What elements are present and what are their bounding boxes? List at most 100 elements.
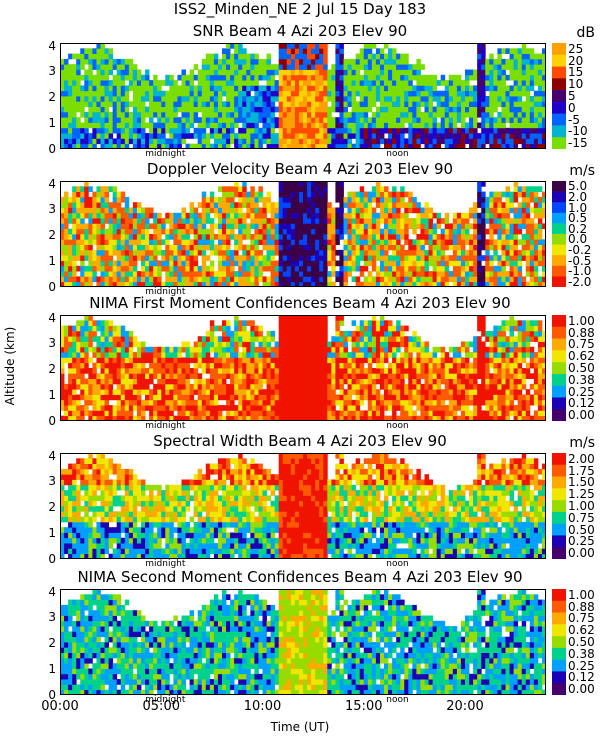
heatmap-cell	[222, 265, 227, 272]
heatmap-cell	[145, 207, 150, 214]
heatmap-cell	[371, 276, 377, 283]
heatmap-cell	[197, 415, 203, 421]
heatmap-cell	[517, 106, 523, 113]
heatmap-cell	[294, 74, 300, 81]
heatmap-cell	[189, 271, 195, 277]
heatmap-cell	[234, 64, 239, 70]
heatmap-cell	[513, 122, 519, 129]
heatmap-cell	[408, 239, 413, 245]
heatmap-cell	[226, 389, 231, 395]
colorbar-swatch	[552, 101, 566, 114]
heatmap-cell	[331, 117, 336, 123]
heatmap-cell	[197, 85, 203, 92]
heatmap-cell	[205, 80, 211, 86]
heatmap-cell	[278, 43, 284, 49]
heatmap-cell	[290, 276, 296, 283]
heatmap-cell	[217, 389, 223, 395]
heatmap-cell	[412, 249, 417, 256]
heatmap-cell	[460, 96, 466, 102]
heatmap-cell	[205, 234, 211, 240]
heatmap-cell	[404, 117, 409, 123]
heatmap-cell	[132, 336, 138, 342]
heatmap-cell	[465, 69, 470, 76]
heatmap-cell	[64, 106, 69, 113]
heatmap-cell	[351, 239, 357, 245]
heatmap-cell	[477, 143, 482, 149]
heatmap-cell	[246, 362, 251, 369]
heatmap-cell	[278, 143, 284, 149]
heatmap-cell	[505, 90, 510, 97]
heatmap-cell	[64, 127, 69, 134]
heatmap-cell	[230, 101, 235, 107]
panel-title: Doppler Velocity Beam 4 Azi 203 Elev 90	[146, 160, 454, 178]
heatmap-cell	[149, 255, 154, 261]
heatmap-cell	[339, 276, 344, 283]
heatmap-cell	[327, 249, 332, 256]
colorbar-swatch	[552, 255, 566, 267]
heatmap-cell	[88, 48, 93, 54]
heatmap-cell	[521, 117, 527, 123]
heatmap-cell	[217, 234, 223, 240]
heatmap-cell	[112, 96, 118, 102]
heatmap-cell	[108, 69, 114, 76]
heatmap-cell	[132, 265, 138, 272]
heatmap-cell	[331, 234, 336, 240]
heatmap-cell	[319, 271, 324, 277]
heatmap-cell	[331, 90, 336, 97]
heatmap-cell	[209, 405, 215, 411]
heatmap-cell	[80, 74, 85, 81]
heatmap-cell	[181, 389, 186, 395]
heatmap-cell	[436, 96, 442, 102]
heatmap-cell	[339, 191, 344, 198]
heatmap-cell	[533, 90, 539, 97]
heatmap-cell	[375, 212, 381, 219]
heatmap-cell	[529, 96, 535, 102]
heatmap-cell	[416, 58, 421, 65]
heatmap-cell	[384, 239, 389, 245]
heatmap-cell	[209, 96, 215, 102]
heatmap-cell	[238, 362, 243, 369]
heatmap-cell	[157, 244, 162, 251]
heatmap-cell	[294, 234, 300, 240]
heatmap-cell	[323, 234, 328, 240]
heatmap-cell	[100, 352, 105, 358]
heatmap-cell	[185, 244, 190, 251]
heatmap-cell	[493, 74, 498, 81]
heatmap-cell	[303, 111, 308, 118]
heatmap-cell	[173, 234, 178, 240]
heatmap-cell	[278, 191, 284, 198]
heatmap-cell	[311, 58, 316, 65]
heatmap-cell	[323, 281, 328, 287]
heatmap-cell	[197, 341, 203, 348]
heatmap-cell	[307, 255, 312, 261]
heatmap-cell	[92, 352, 97, 358]
heatmap-cell	[92, 133, 97, 139]
heatmap-cell	[331, 207, 336, 214]
heatmap-cell	[307, 90, 312, 97]
heatmap-cell	[84, 336, 89, 342]
heatmap-cell	[230, 85, 235, 92]
heatmap-cell	[68, 234, 73, 240]
heatmap-cell	[270, 202, 276, 208]
heatmap-cell	[250, 325, 255, 332]
heatmap-cell	[303, 181, 308, 187]
heatmap-cell	[266, 394, 271, 401]
heatmap-cell	[185, 271, 190, 277]
heatmap-cell	[92, 336, 97, 342]
heatmap-cell	[521, 101, 527, 107]
heatmap-cell	[436, 106, 442, 113]
heatmap-cell	[72, 383, 77, 390]
heatmap-cell	[533, 255, 539, 261]
heatmap-cell	[294, 315, 300, 321]
heatmap-cell	[76, 223, 81, 230]
heatmap-cell	[481, 239, 486, 245]
heatmap-cell	[262, 373, 267, 379]
heatmap-cell	[303, 58, 308, 65]
heatmap-cell	[161, 346, 166, 353]
heatmap-cell	[359, 271, 365, 277]
heatmap-cell	[541, 122, 546, 129]
heatmap-cell	[145, 80, 150, 86]
heatmap-cell	[416, 90, 421, 97]
heatmap-cell	[64, 143, 69, 149]
heatmap-cell	[246, 90, 251, 97]
